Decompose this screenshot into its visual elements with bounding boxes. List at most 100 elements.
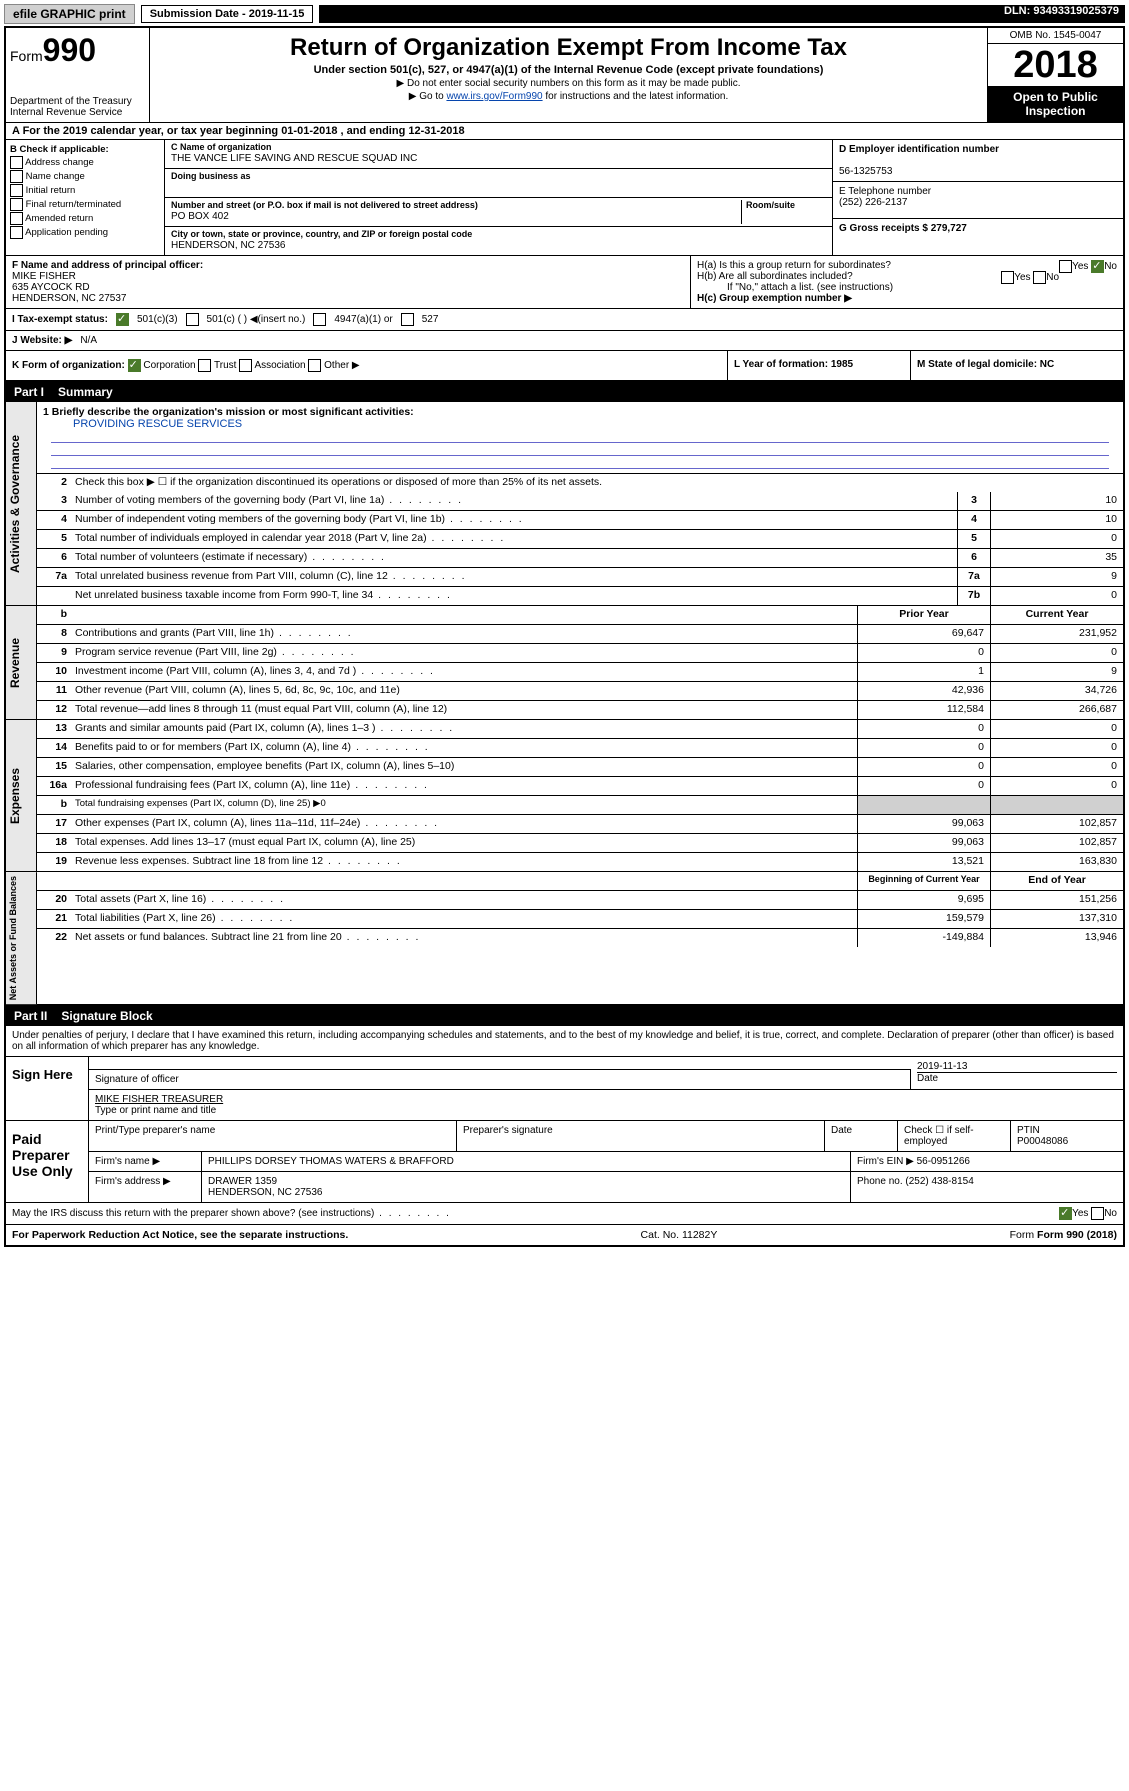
footer-pra: For Paperwork Reduction Act Notice, see … (12, 1229, 348, 1241)
chk-trust[interactable] (198, 359, 211, 372)
ein-lbl: D Employer identification number (839, 144, 999, 155)
k-form-org: K Form of organization: Corporation Trus… (6, 351, 728, 380)
addr-val: PO BOX 402 (171, 211, 229, 222)
f-officer: F Name and address of principal officer:… (6, 256, 691, 308)
v6: 35 (990, 549, 1123, 567)
open-public-badge: Open to Public Inspection (988, 86, 1123, 122)
chk-pending[interactable]: Application pending (10, 226, 160, 239)
chk-527[interactable] (401, 313, 414, 326)
city-val: HENDERSON, NC 27536 (171, 240, 285, 251)
pp-h1: Print/Type preparer's name (89, 1121, 457, 1151)
discuss-yes-chk[interactable] (1059, 1207, 1072, 1220)
l16a: Professional fundraising fees (Part IX, … (71, 777, 857, 795)
b-header: B Check if applicable: (10, 144, 109, 155)
sig-officer-lbl: Signature of officer (95, 1074, 179, 1085)
chk-501c[interactable] (186, 313, 199, 326)
j-lbl: J Website: ▶ (12, 335, 72, 346)
chk-other[interactable] (308, 359, 321, 372)
ha-no[interactable]: No (1104, 261, 1117, 272)
addr-lbl: Number and street (or P.O. box if mail i… (171, 200, 478, 210)
pp-h4: Check ☐ if self-employed (898, 1121, 1011, 1151)
row-i-tax-status: I Tax-exempt status: 501(c)(3) 501(c) ( … (6, 309, 1123, 331)
hb-yes[interactable]: Yes (1014, 272, 1030, 283)
v7a: 9 (990, 568, 1123, 586)
l3: Number of voting members of the governin… (71, 492, 957, 510)
pp-ptin: P00048086 (1017, 1136, 1068, 1147)
omb-number: OMB No. 1545-0047 (988, 28, 1123, 44)
form-title: Return of Organization Exempt From Incom… (160, 34, 977, 62)
l6: Total number of volunteers (estimate if … (71, 549, 957, 567)
irs-link[interactable]: www.irs.gov/Form990 (446, 91, 542, 102)
note2-post: for instructions and the latest informat… (543, 91, 729, 102)
chk-4947[interactable] (313, 313, 326, 326)
note-ssn: ▶ Do not enter social security numbers o… (160, 78, 977, 89)
c16a: 0 (990, 777, 1123, 795)
city-lbl: City or town, state or province, country… (171, 229, 472, 239)
chk-assoc[interactable] (239, 359, 252, 372)
row-j-website: J Website: ▶ N/A (6, 331, 1123, 351)
chk-address[interactable]: Address change (10, 156, 160, 169)
room-lbl: Room/suite (746, 200, 795, 210)
i-o3: 4947(a)(1) or (334, 314, 392, 325)
p17: 99,063 (857, 815, 990, 833)
col-c-org: C Name of organization THE VANCE LIFE SA… (165, 140, 832, 255)
pp-h5: PTIN (1017, 1125, 1040, 1136)
part1-title: Summary (58, 385, 113, 399)
mission-a: PROVIDING RESCUE SERVICES (43, 418, 1117, 430)
hb-no[interactable]: No (1046, 272, 1059, 283)
chk-final[interactable]: Final return/terminated (10, 198, 160, 211)
l11: Other revenue (Part VIII, column (A), li… (71, 682, 857, 700)
part1-num: Part I (14, 385, 44, 399)
paid-preparer-section: Paid Preparer Use Only Print/Type prepar… (6, 1120, 1123, 1202)
part1-header: Part I Summary (6, 382, 1123, 402)
chk-initial[interactable]: Initial return (10, 184, 160, 197)
p11: 42,936 (857, 682, 990, 700)
mission-block: 1 Briefly describe the organization's mi… (37, 402, 1123, 473)
firm-addr2: HENDERSON, NC 27536 (208, 1187, 322, 1198)
footer-cat: Cat. No. 11282Y (641, 1229, 718, 1241)
l19: Revenue less expenses. Subtract line 18 … (71, 853, 857, 871)
org-name-lbl: C Name of organization (171, 142, 272, 152)
row-a-tax-year: A For the 2019 calendar year, or tax yea… (6, 123, 1123, 140)
c12: 266,687 (990, 701, 1123, 719)
header-mid: Return of Organization Exempt From Incom… (150, 28, 987, 122)
footer-form: Form 990 (2018) (1037, 1229, 1117, 1241)
discuss-q: May the IRS discuss this return with the… (12, 1208, 451, 1219)
chk-name[interactable]: Name change (10, 170, 160, 183)
toolbar-spacer: DLN: 93493319025379 (319, 5, 1125, 23)
sig-date: 2019-11-13 (917, 1061, 967, 1072)
f-name: MIKE FISHER (12, 271, 76, 282)
f-lbl: F Name and address of principal officer: (12, 260, 203, 271)
c22: 13,946 (990, 929, 1123, 947)
c9: 0 (990, 644, 1123, 662)
form-header: Form990 Department of the Treasury Inter… (6, 28, 1123, 123)
c13: 0 (990, 720, 1123, 738)
p15: 0 (857, 758, 990, 776)
firm-phone: Phone no. (252) 438-8154 (851, 1172, 1123, 1202)
ha-yes[interactable]: Yes (1072, 261, 1088, 272)
header-left: Form990 Department of the Treasury Inter… (6, 28, 150, 122)
v5: 0 (990, 530, 1123, 548)
c14: 0 (990, 739, 1123, 757)
firm-ein: Firm's EIN ▶ 56-0951266 (851, 1152, 1123, 1171)
dba-cell: Doing business as (165, 169, 832, 198)
l5: Total number of individuals employed in … (71, 530, 957, 548)
discuss-no-chk[interactable] (1091, 1207, 1104, 1220)
chk-501c3[interactable] (116, 313, 129, 326)
chk-corp[interactable] (128, 359, 141, 372)
end-hdr: End of Year (990, 872, 1123, 890)
sig-name: MIKE FISHER TREASURER (95, 1094, 223, 1105)
c18: 102,857 (990, 834, 1123, 852)
v7b: 0 (990, 587, 1123, 605)
l16b: Total fundraising expenses (Part IX, col… (71, 796, 857, 814)
f-addr1: 635 AYCOCK RD (12, 282, 90, 293)
v4: 10 (990, 511, 1123, 529)
l-year: L Year of formation: 1985 (728, 351, 911, 380)
p22: -149,884 (857, 929, 990, 947)
addr-cell: Number and street (or P.O. box if mail i… (165, 198, 832, 227)
discuss-no: No (1104, 1208, 1117, 1219)
chk-amended[interactable]: Amended return (10, 212, 160, 225)
f-addr2: HENDERSON, NC 27537 (12, 293, 126, 304)
net-tab: Net Assets or Fund Balances (6, 872, 37, 1004)
efile-print-btn[interactable]: efile GRAPHIC print (4, 4, 135, 24)
